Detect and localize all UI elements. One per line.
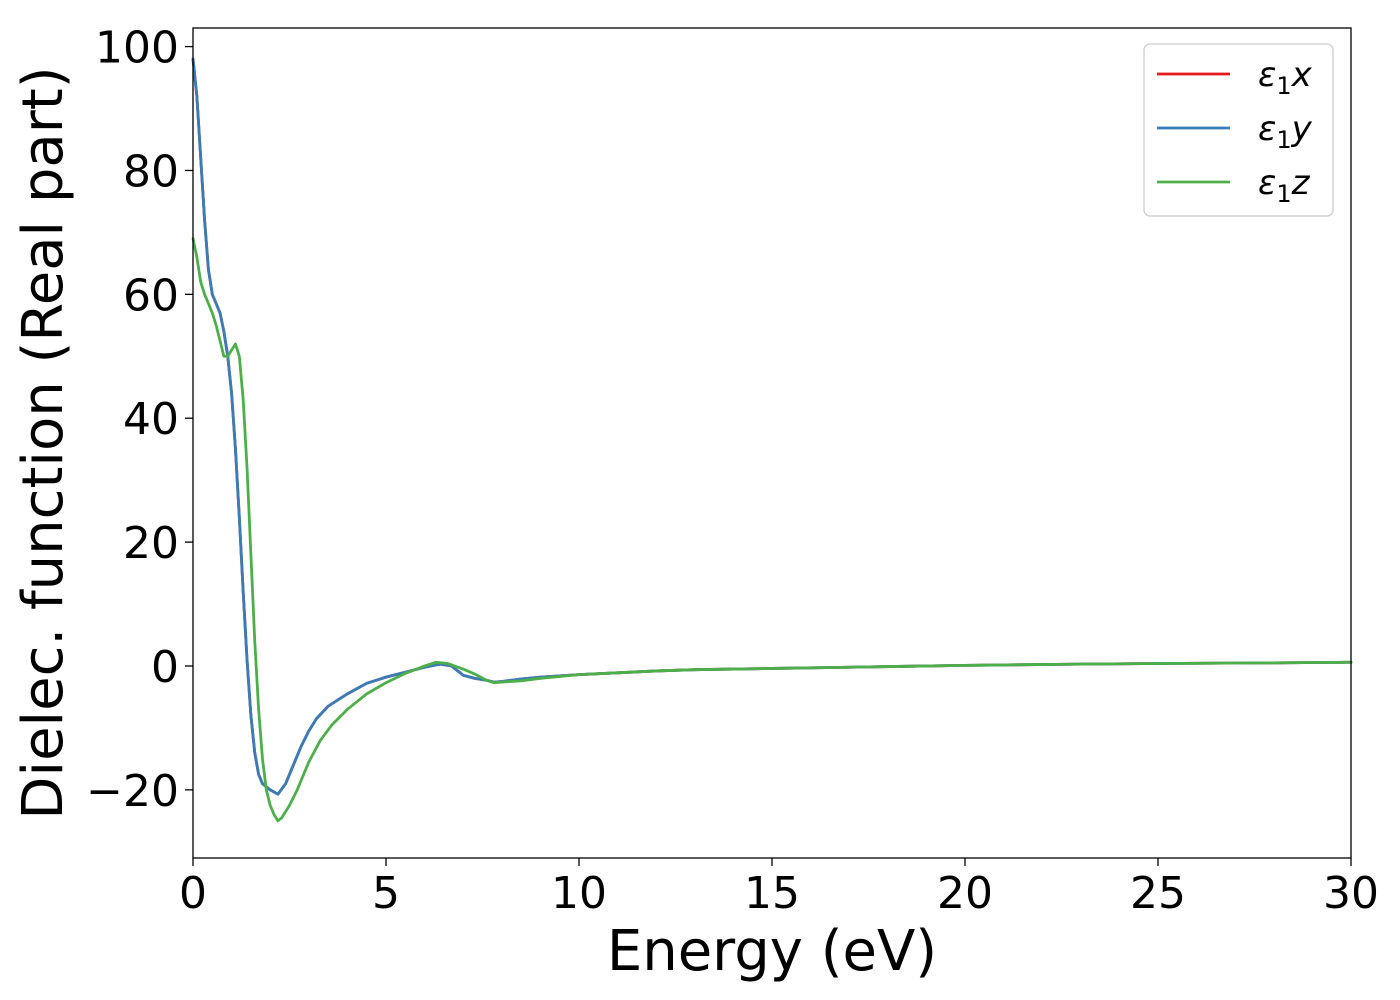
plot-lines <box>191 57 1353 823</box>
x-tick-label: 15 <box>744 868 800 919</box>
x-tick-label: 10 <box>551 868 607 919</box>
y-axis-ticks: −20 0 20 40 60 80 100 <box>86 23 193 817</box>
x-axis-ticks: 0 5 10 15 20 25 30 <box>179 858 1379 919</box>
legend-label-x: ε1x <box>1258 55 1313 100</box>
y-tick-label: 100 <box>95 23 179 74</box>
y-tick-label: 20 <box>123 518 179 569</box>
y-tick-label: −20 <box>86 766 179 817</box>
legend-label-z: ε1z <box>1258 163 1311 208</box>
y-tick-label: 80 <box>123 146 179 197</box>
x-tick-label: 0 <box>179 868 207 919</box>
y-tick-label: 0 <box>151 642 179 693</box>
y-axis-title: Dielec. function (Real part) <box>11 66 76 819</box>
legend-box <box>1143 43 1334 217</box>
x-tick-label: 30 <box>1323 868 1379 919</box>
y-tick-label: 40 <box>123 394 179 445</box>
series-line-z <box>191 237 1353 823</box>
legend-label-y: ε1y <box>1258 109 1313 154</box>
x-tick-label: 25 <box>1130 868 1186 919</box>
y-tick-label: 60 <box>123 270 179 321</box>
x-tick-label: 20 <box>937 868 993 919</box>
x-tick-label: 5 <box>372 868 400 919</box>
legend: ε1x ε1y ε1z <box>1143 43 1334 217</box>
x-axis-title: Energy (eV) <box>607 919 937 984</box>
